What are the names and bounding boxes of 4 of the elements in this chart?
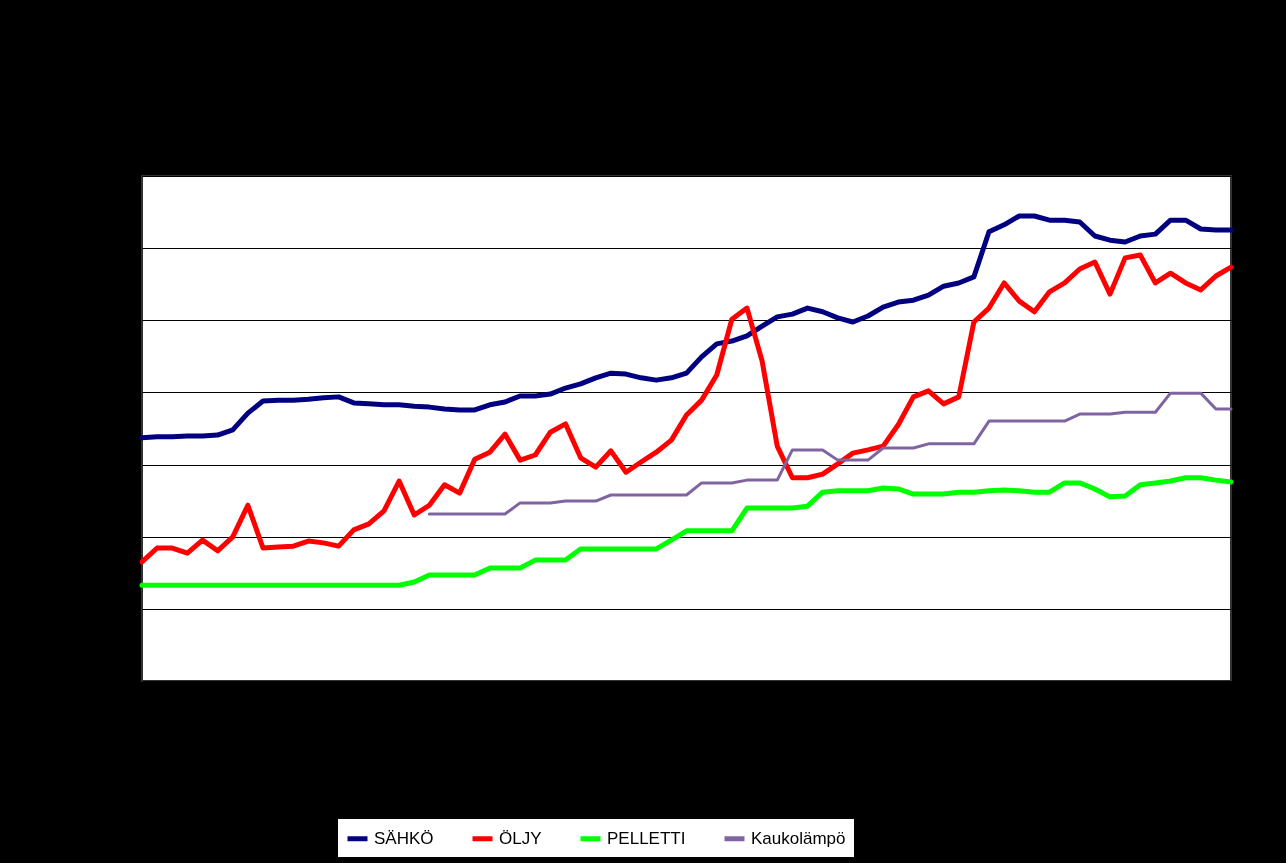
legend-label: PELLETTI xyxy=(607,828,686,848)
legend-label: Kaukolämpö xyxy=(751,828,846,848)
legend-label: ÖLJY xyxy=(499,828,542,848)
legend-label: SÄHKÖ xyxy=(374,828,434,848)
